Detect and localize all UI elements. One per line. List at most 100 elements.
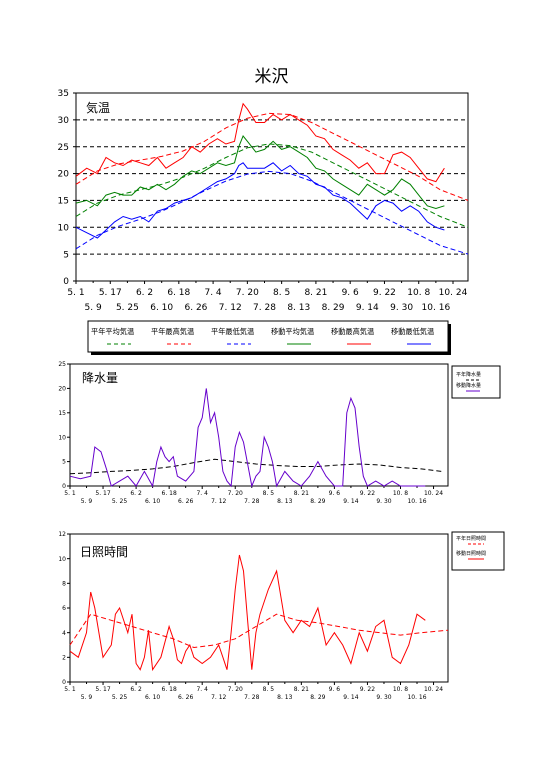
precipitation-y-tick-label: 25 (58, 361, 66, 368)
sunshine-x-tick-label-lower: 5. 9 (81, 694, 93, 701)
temperature-x-tick-label: 8. 21 (304, 288, 327, 298)
sunshine-x-tick-label-lower: 6. 26 (178, 694, 193, 701)
temperature-plot-frame (75, 92, 469, 282)
temperature-y-tick-label: 10 (58, 223, 70, 233)
temperature-y-tick-label: 20 (58, 170, 70, 180)
precipitation-x-tick-label: 5. 17 (95, 490, 110, 497)
sunshine-x-tick-label: 5. 1 (64, 686, 76, 693)
sunshine-x-tick-label: 10. 8 (393, 686, 408, 693)
sunshine-x-tick-label: 6. 18 (162, 686, 177, 693)
precipitation-x-tick-label-lower: 7. 28 (244, 498, 259, 505)
precipitation-x-tick-label-lower: 9. 30 (376, 498, 391, 505)
precipitation-y-tick-label: 20 (58, 386, 66, 393)
sunshine-x-tick-label-lower: 7. 28 (244, 694, 259, 701)
temperature-y-tick-label: 15 (58, 197, 69, 207)
sunshine-x-tick-label-lower: 7. 12 (211, 694, 226, 701)
temperature-legend: 平年平均気温 平年最高気温 平年最低気温 移動平均気温 移動最高気温 移動最低気温 (87, 320, 451, 355)
temperature-chart-title: 気温 (86, 100, 110, 115)
temperature-x-tick-label: 10. 24 (439, 288, 468, 298)
precipitation-x-tick-label-lower: 6. 10 (145, 498, 160, 505)
precipitation-x-tick-label: 6. 18 (162, 490, 177, 497)
temperature-series-1 (75, 143, 469, 228)
temperature-x-tick-label: 6. 18 (167, 288, 190, 298)
sunshine-x-tick-label: 7. 20 (228, 686, 243, 693)
temperature-legend-label: 平年最高気温 (151, 327, 194, 336)
temperature-x-tick-label-lower: 8. 29 (322, 303, 345, 313)
sunshine-x-tick-label: 5. 17 (95, 686, 110, 693)
sunshine-y-tick-label: 8 (62, 580, 66, 587)
temperature-legend-box (87, 320, 449, 353)
precipitation-y-tick-label: 15 (58, 410, 66, 417)
sunshine-y-tick-label: 12 (58, 531, 66, 538)
temperature-y-tick-label: 0 (63, 277, 69, 287)
sunshine-x-tick-label-lower: 8. 29 (310, 694, 325, 701)
temperature-x-tick-label-lower: 8. 13 (287, 303, 310, 313)
temperature-x-tick-label: 9. 22 (373, 288, 396, 298)
sunshine-x-tick-label-lower: 9. 14 (343, 694, 358, 701)
precipitation-legend-box (451, 365, 501, 399)
sunshine-x-tick-label: 6. 2 (130, 686, 142, 693)
sunshine-y-tick-label: 6 (62, 605, 66, 612)
temperature-x-tick-label: 8. 5 (273, 288, 290, 298)
precipitation-x-tick-label-lower: 5. 9 (81, 498, 93, 505)
sunshine-chart-title: 日照時間 (80, 545, 128, 559)
precipitation-x-tick-label-lower: 6. 26 (178, 498, 193, 505)
precipitation-x-tick-label: 7. 4 (196, 490, 208, 497)
sunshine-plot-frame (69, 533, 449, 683)
temperature-series-0 (75, 112, 469, 201)
precipitation-x-tick-label: 7. 20 (228, 490, 243, 497)
sunshine-y-tick-label: 2 (62, 654, 66, 661)
temperature-series-2 (75, 170, 469, 255)
temperature-x-tick-label-lower: 6. 26 (185, 303, 208, 313)
sunshine-series-1 (69, 554, 426, 672)
temperature-x-tick-label: 7. 4 (204, 288, 221, 298)
temperature-y-tick-label: 35 (58, 89, 69, 99)
sunshine-legend-label: 平年日照時間 (456, 535, 486, 542)
temperature-legend-label: 移動最低気温 (391, 327, 434, 336)
sunshine-y-tick-label: 10 (58, 556, 66, 563)
temperature-chart: 気温 0 5 10 15 20 25 30 35 5. 1 5. 17 6. 2 6. 18 7. 4… (58, 89, 469, 355)
sunshine-legend-box (451, 531, 505, 571)
precipitation-y-tick-label: 5 (62, 459, 66, 466)
temperature-x-tick-label-lower: 9. 30 (390, 303, 413, 313)
sunshine-y-tick-label: 0 (62, 679, 66, 686)
precipitation-y-tick-label: 0 (62, 483, 66, 490)
sunshine-x-tick-label-lower: 8. 13 (277, 694, 292, 701)
page-title: 米沢 (254, 67, 289, 87)
sunshine-y-tick-label: 4 (62, 630, 66, 637)
sunshine-x-tick-label-lower: 9. 30 (376, 694, 391, 701)
precipitation-y-tick-label: 10 (58, 434, 66, 441)
precipitation-x-tick-label-lower: 8. 13 (277, 498, 292, 505)
temperature-x-tick-label-lower: 5. 25 (116, 303, 139, 313)
precipitation-x-tick-label: 10. 24 (424, 490, 443, 497)
precipitation-plot-frame (69, 363, 449, 487)
precipitation-x-tick-label-lower: 10. 16 (407, 498, 426, 505)
temperature-x-tick-label: 5. 17 (99, 288, 122, 298)
precipitation-x-tick-label: 9. 6 (329, 490, 341, 497)
temperature-x-tick-label-lower: 6. 10 (150, 303, 173, 313)
sunshine-x-tick-label: 9. 22 (360, 686, 375, 693)
temperature-legend-label: 平年最低気温 (211, 327, 254, 336)
sunshine-x-tick-label-lower: 10. 16 (407, 694, 426, 701)
temperature-legend-label: 平年平均気温 (91, 327, 134, 336)
precipitation-legend-label: 移動降水量 (456, 382, 481, 389)
precipitation-x-tick-label-lower: 8. 29 (310, 498, 325, 505)
precipitation-x-tick-label: 8. 5 (263, 490, 275, 497)
temperature-x-tick-label: 6. 2 (136, 288, 153, 298)
precipitation-x-tick-label-lower: 7. 12 (211, 498, 226, 505)
precipitation-x-tick-label: 10. 8 (393, 490, 408, 497)
precipitation-x-tick-label: 8. 21 (294, 490, 309, 497)
sunshine-legend-label: 移動日照時間 (456, 550, 486, 557)
temperature-x-tick-label: 5. 1 (67, 288, 84, 298)
temperature-x-tick-label: 10. 8 (407, 288, 430, 298)
temperature-y-tick-label: 30 (58, 116, 70, 126)
sunshine-x-tick-label: 8. 5 (263, 686, 275, 693)
temperature-series-3 (75, 102, 445, 183)
sunshine-series-0 (69, 613, 449, 649)
precipitation-series-0 (69, 458, 442, 475)
